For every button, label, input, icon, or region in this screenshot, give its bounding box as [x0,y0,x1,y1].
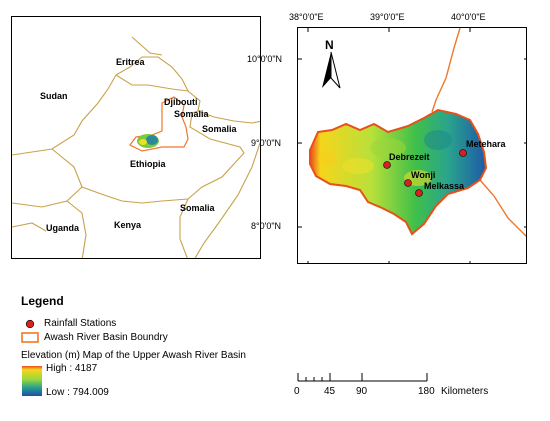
scale-tick-45: 45 [324,386,336,397]
legend-low-label: Low : 794.009 [46,387,109,398]
station-metehara-label: Metehara [466,139,506,149]
inset-map-graphic [12,36,260,258]
legend-boundary-symbol [21,332,39,343]
border-ethiopia-somalia [187,112,245,200]
station-wonji-label: Wonji [411,170,436,180]
legend-high-label: High : 4187 [46,363,98,374]
label-somalia-south: Somalia [180,203,215,213]
label-kenya: Kenya [114,220,142,230]
elevation-texture [318,130,452,186]
basin-boundary-southeast [479,179,526,237]
border-sudan-ethiopia [12,74,117,156]
border-uganda-west [12,222,47,232]
label-djibouti: Djibouti [164,97,198,107]
legend-elevation-ramp [22,366,42,396]
lon-label-40: 40°0'0"E [451,12,486,22]
lat-label-10: 10°0'0"N [247,54,283,64]
legend-elevation-title: Elevation (m) Map of the Upper Awash Riv… [21,350,246,361]
upper-awash-inset [137,134,159,148]
north-label: N [325,38,334,52]
border-djibouti [187,90,201,114]
lat-label-8: 8°0'0"N [251,221,282,231]
label-sudan: Sudan [40,91,68,101]
coast-somalia [194,141,260,258]
station-wonji-marker [404,179,412,187]
label-somalia-north: Somalia [174,109,209,119]
lon-label-38: 38°0'0"E [289,12,324,22]
label-somalia-east: Somalia [202,124,237,134]
station-metehara-marker [459,149,467,157]
legend-rainfall-symbol [25,319,35,329]
scale-tick-180: 180 [418,386,435,397]
scale-tick-0: 0 [294,386,300,397]
label-ethiopia: Ethiopia [130,159,166,169]
station-debrezeit-label: Debrezeit [389,152,430,162]
border-eritrea [115,56,189,92]
border-ethiopia-kenya [81,186,189,204]
lon-label-39: 39°0'0"E [370,12,405,22]
scale-tick-90: 90 [356,386,368,397]
station-melkassa-marker [415,189,423,197]
inset-map: Sudan Eritrea Djibouti Somalia Somalia E… [11,16,261,259]
station-debrezeit-marker [383,161,391,169]
north-arrow [322,51,341,89]
lat-label-9: 9°0'0"N [251,138,282,148]
label-eritrea: Eritrea [116,57,145,67]
legend-title: Legend [21,294,64,308]
scale-bar [297,373,428,382]
main-map-graphic [298,28,526,263]
main-map: N Debrezeit Wonji Melkassa Metehara [297,27,527,264]
station-melkassa-label: Melkassa [424,181,465,191]
basin-boundary-north [431,28,461,113]
border-kenya-somalia [179,198,189,258]
legend-boundary-label: Awash River Basin Boundry [44,332,168,343]
label-uganda: Uganda [46,223,80,233]
border-south-sudan [12,148,83,208]
legend-rainfall-label: Rainfall Stations [44,318,117,329]
station-markers [383,149,467,197]
border-somalia-north [197,110,260,124]
elevation-region [309,108,488,236]
border-uganda-kenya [66,200,87,258]
scale-unit: Kilometers [441,386,489,397]
coast-red-sea [131,36,163,56]
frame-ticks [298,28,526,263]
